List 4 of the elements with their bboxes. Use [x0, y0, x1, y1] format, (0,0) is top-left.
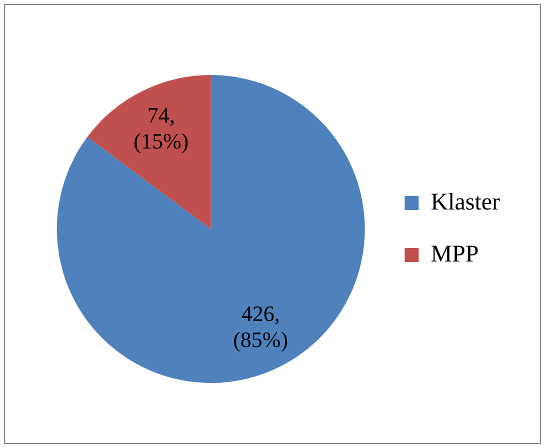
data-label: 426, (85%): [233, 300, 288, 352]
legend-label: Klaster: [430, 189, 500, 216]
legend-label: MPP: [430, 241, 479, 268]
data-label: 74, (15%): [134, 102, 189, 154]
